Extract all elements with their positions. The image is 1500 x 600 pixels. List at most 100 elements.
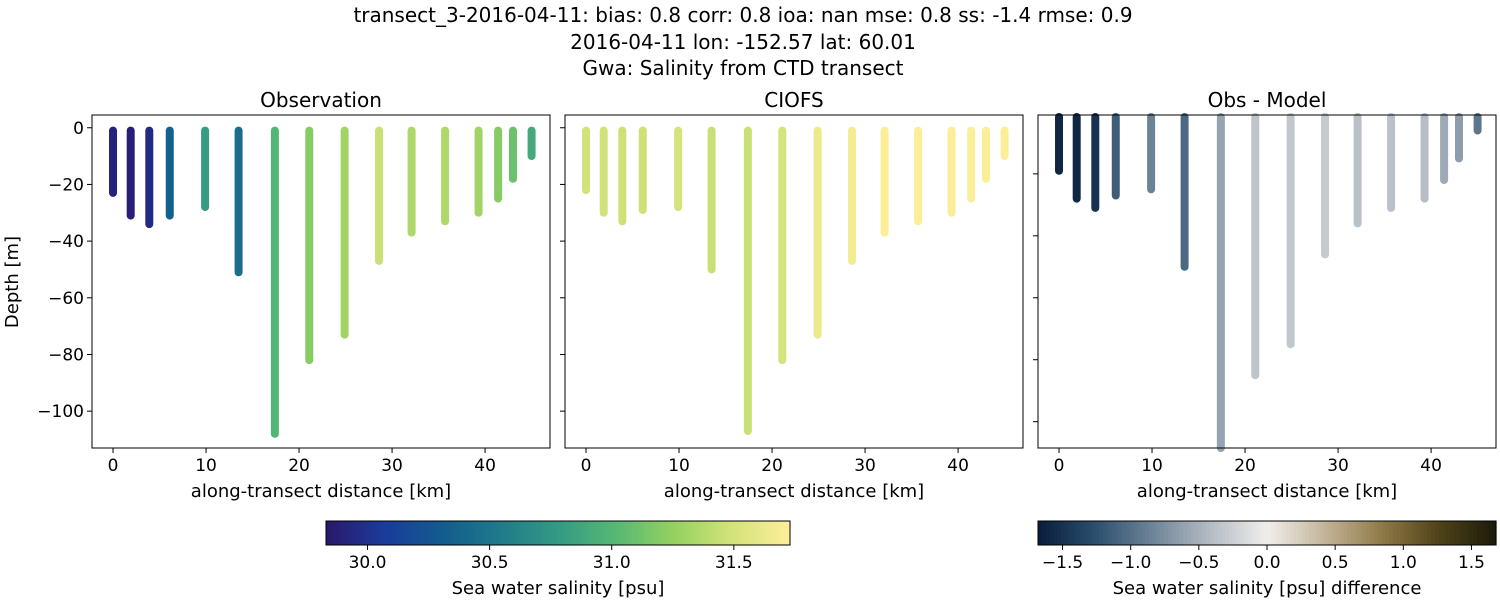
colorbar-segment bbox=[1415, 521, 1421, 545]
colorbar-segment bbox=[1480, 521, 1486, 545]
colorbar-segment bbox=[422, 521, 428, 545]
y-axis-label: Depth [m] bbox=[2, 236, 23, 328]
colorbar-tick-label: 30.0 bbox=[349, 553, 387, 573]
colorbar-tick-label: 0.5 bbox=[1322, 553, 1349, 573]
colorbar-segment bbox=[407, 521, 412, 545]
colorbar-segment bbox=[376, 521, 381, 545]
colorbar-segment bbox=[1373, 521, 1379, 545]
colorbar-segment bbox=[631, 521, 636, 545]
colorbar-segment bbox=[1400, 521, 1405, 545]
colorbar-segment bbox=[372, 521, 377, 545]
colorbar-segment bbox=[449, 521, 455, 545]
colorbar-segment bbox=[480, 521, 486, 545]
colorbar-segment bbox=[1270, 521, 1276, 545]
y-tick-label: −80 bbox=[48, 345, 84, 365]
x-tick-label: 30 bbox=[1327, 456, 1349, 476]
colorbar-segment bbox=[1076, 521, 1081, 545]
colorbar-segment bbox=[534, 521, 540, 545]
colorbar-segment bbox=[1312, 521, 1318, 545]
colorbar-segment bbox=[364, 521, 370, 545]
colorbar-segment bbox=[770, 521, 776, 545]
colorbar-segment bbox=[384, 521, 389, 545]
colorbar-segment bbox=[472, 521, 478, 545]
colorbar-segment bbox=[646, 521, 652, 545]
colorbar-segment bbox=[674, 521, 679, 545]
colorbar-segment bbox=[759, 521, 764, 545]
colorbar-segment bbox=[1446, 521, 1451, 545]
colorbar-segment bbox=[588, 521, 594, 545]
colorbar-segment bbox=[1305, 521, 1310, 545]
colorbar-segment bbox=[600, 521, 605, 545]
colorbar-segment bbox=[1476, 521, 1482, 545]
colorbar-segment bbox=[1217, 521, 1222, 545]
colorbar-segment bbox=[1102, 521, 1108, 545]
colorbar-segment bbox=[712, 521, 718, 545]
y-tick-label: −100 bbox=[37, 402, 84, 422]
colorbar-segment bbox=[623, 521, 629, 545]
colorbar-label: Sea water salinity [psu] difference bbox=[1113, 578, 1422, 599]
colorbar-segment bbox=[720, 521, 725, 545]
x-tick-label: 40 bbox=[1420, 456, 1442, 476]
colorbar-tick-label: −0.5 bbox=[1178, 553, 1219, 573]
colorbar-segment bbox=[1320, 521, 1325, 545]
x-axis-label: along-transect distance [km] bbox=[664, 481, 924, 502]
colorbar-segment bbox=[650, 521, 656, 545]
colorbar-segment bbox=[701, 521, 706, 545]
colorbar-segment bbox=[1457, 521, 1463, 545]
x-tick-label: 10 bbox=[195, 456, 217, 476]
panel-title: Obs - Model bbox=[1208, 88, 1327, 112]
axes-frame bbox=[91, 114, 551, 449]
x-tick-label: 40 bbox=[947, 456, 969, 476]
colorbar-segment bbox=[1347, 521, 1352, 545]
colorbar-segment bbox=[345, 521, 350, 545]
colorbar-segment bbox=[411, 521, 416, 545]
colorbar-segment bbox=[554, 521, 559, 545]
colorbar-segment bbox=[1183, 521, 1188, 545]
colorbar-segment bbox=[391, 521, 397, 545]
x-tick-label: 30 bbox=[854, 456, 876, 476]
colorbar-segment bbox=[592, 521, 598, 545]
colorbar-segment bbox=[612, 521, 617, 545]
colorbar-tick-label: 0.0 bbox=[1253, 553, 1280, 573]
colorbar-segment bbox=[1175, 521, 1180, 545]
colorbar-segment bbox=[1225, 521, 1230, 545]
colorbar-segment bbox=[1247, 521, 1253, 545]
colorbar-segment bbox=[1385, 521, 1390, 545]
colorbar-segment bbox=[747, 521, 752, 545]
colorbar-segment bbox=[380, 521, 385, 545]
colorbar-segment bbox=[1434, 521, 1440, 545]
colorbar-segment bbox=[1083, 521, 1089, 545]
panel-title: Observation bbox=[260, 88, 382, 112]
colorbar-segment bbox=[1049, 521, 1054, 545]
colorbar-segment bbox=[1404, 521, 1409, 545]
colorbar-segment bbox=[1114, 521, 1119, 545]
colorbar-segment bbox=[1053, 521, 1058, 545]
colorbar-segment bbox=[387, 521, 393, 545]
y-tick-label: −40 bbox=[48, 232, 84, 252]
colorbar-tick-label: −1.5 bbox=[1042, 553, 1083, 573]
colorbar-segment bbox=[558, 521, 563, 545]
colorbar-segment bbox=[1045, 521, 1051, 545]
colorbar-segment bbox=[1469, 521, 1474, 545]
x-tick-label: 20 bbox=[1234, 456, 1256, 476]
colorbar-segment bbox=[1324, 521, 1329, 545]
colorbar-segment bbox=[1041, 521, 1047, 545]
colorbar-segment bbox=[1125, 521, 1131, 545]
colorbar-segment bbox=[496, 521, 501, 545]
colorbar-segment bbox=[546, 521, 551, 545]
colorbar-segment bbox=[1167, 521, 1173, 545]
colorbar-segment bbox=[1244, 521, 1249, 545]
colorbar-2: −1.5 −1.0 −0.5 0.0 0.5 1.0 1.5 Sea water salini… bbox=[1037, 520, 1497, 599]
colorbar-segment bbox=[1087, 521, 1093, 545]
y-tick-label: −60 bbox=[48, 289, 84, 309]
colorbar-segment bbox=[635, 521, 640, 545]
colorbar-segment bbox=[333, 521, 339, 545]
colorbar-segment bbox=[515, 521, 520, 545]
colorbar-segment bbox=[461, 521, 466, 545]
x-tick-label: 0 bbox=[108, 456, 119, 476]
colorbar-segment bbox=[511, 521, 517, 545]
colorbar-segment bbox=[1038, 521, 1043, 545]
x-tick-label: 10 bbox=[1141, 456, 1163, 476]
colorbar-segment bbox=[743, 521, 749, 545]
